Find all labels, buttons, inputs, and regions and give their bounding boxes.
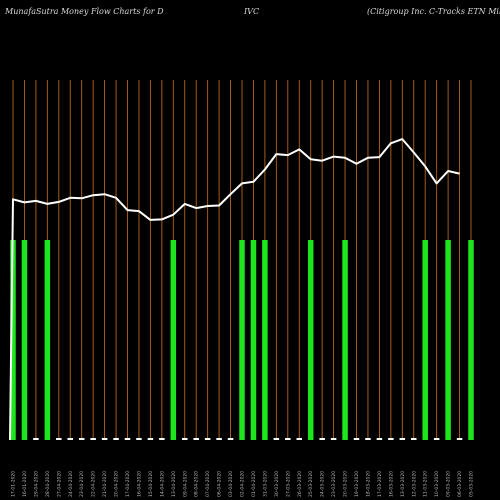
x-tick-label: 13-03-2020: [400, 471, 406, 497]
x-tick-label: 17-04-2020: [125, 471, 131, 497]
volume-bar: [159, 438, 165, 440]
volume-bar: [273, 438, 280, 440]
x-tick-label: 17-01-2020: [11, 471, 17, 497]
volume-bar: [136, 438, 142, 440]
chart-header: MunafaSutra Money Flow Charts for D IVC …: [0, 0, 500, 24]
price-line: [9, 138, 460, 441]
volume-bar: [101, 438, 108, 440]
volume-bar: [365, 438, 371, 440]
x-tick-label: 10-03-2020: [434, 471, 440, 497]
x-tick-label: 17-03-2020: [377, 471, 383, 497]
x-tick-label: 21-04-2020: [102, 471, 108, 497]
volume-bar: [44, 240, 51, 440]
volume-bar: [285, 438, 291, 440]
site-title: MunafaSutra Money Flow Charts for D: [5, 7, 164, 16]
volume-bar: [227, 438, 234, 440]
volume-bar: [10, 240, 16, 440]
volume-bar: [124, 438, 131, 440]
volume-bar: [33, 438, 39, 440]
x-tick-label: 06-04-2020: [217, 471, 223, 497]
volume-bar: [262, 240, 268, 440]
x-tick-label: 15-04-2020: [148, 471, 154, 497]
x-tick-label: 30-03-2020: [274, 471, 280, 497]
x-tick-label: 03-04-2020: [228, 471, 234, 497]
volume-bar: [411, 438, 417, 440]
x-tick-label: 13-04-2020: [171, 471, 177, 497]
volume-bar: [90, 438, 96, 440]
x-tick-label: 09-03-2020: [446, 471, 452, 497]
x-tick-label: 20-04-2020: [114, 471, 120, 497]
volume-bar: [21, 240, 28, 440]
x-tick-label: 16-04-2020: [136, 471, 142, 497]
x-tick-label: 31-03-2020: [262, 471, 268, 497]
x-tick-label: 24-04-2020: [68, 471, 74, 497]
volume-bar: [388, 438, 394, 440]
volume-bar: [445, 240, 451, 440]
x-tick-label: 01-04-2020: [251, 471, 257, 497]
x-tick-label: 27-03-2020: [285, 471, 291, 497]
x-tick-label: 06-03-2020: [457, 471, 463, 497]
x-tick-label: 11-03-2020: [423, 471, 429, 497]
volume-bar: [296, 438, 302, 440]
volume-bar: [330, 438, 337, 440]
symbol-label: IVC: [244, 7, 260, 16]
volume-bar: [250, 240, 257, 440]
volume-bar: [307, 240, 314, 440]
x-tick-label: 02-04-2020: [240, 471, 246, 497]
x-tick-label: 22-04-2020: [91, 471, 97, 497]
volume-bar: [56, 438, 62, 440]
x-tick-label: 19-03-2020: [354, 471, 360, 497]
volume-bar: [78, 438, 85, 440]
volume-bar: [113, 438, 119, 440]
volume-bar: [67, 438, 73, 440]
volume-bar: [170, 240, 177, 440]
volume-bar: [353, 438, 360, 440]
x-tick-label: 08-04-2020: [194, 471, 200, 497]
volume-bar: [239, 240, 245, 440]
x-tick-label: 07-04-2020: [205, 471, 211, 497]
volume-bar: [319, 438, 325, 440]
volume-bar: [433, 438, 440, 440]
x-tick-label: 29-04-2020: [33, 471, 39, 497]
volume-bar: [216, 438, 222, 440]
x-tick-label: 16-03-2020: [388, 471, 394, 497]
x-tick-label: 23-04-2020: [79, 471, 85, 497]
volume-bar: [193, 438, 199, 440]
volume-bar: [147, 438, 154, 440]
x-tick-label: 25-03-2020: [308, 471, 314, 497]
x-tick-label: 05-03-2020: [469, 471, 475, 497]
volume-bar: [456, 438, 463, 440]
volume-bar: [422, 240, 428, 440]
x-tick-label: 24-03-2020: [320, 471, 326, 497]
x-tick-label: 09-04-2020: [182, 471, 188, 497]
volume-bar: [182, 438, 188, 440]
x-tick-label: 28-04-2020: [45, 471, 51, 497]
volume-bar: [399, 438, 406, 440]
volume-bar: [204, 438, 211, 440]
x-tick-label: 12-03-2020: [411, 471, 417, 497]
volume-bar: [342, 240, 348, 440]
volume-bar: [376, 438, 383, 440]
x-tick-label: 20-03-2020: [343, 471, 349, 497]
x-tick-label: 26-03-2020: [297, 471, 303, 497]
x-tick-label: 27-04-2020: [56, 471, 62, 497]
x-tick-label: 23-03-2020: [331, 471, 337, 497]
x-tick-label: 14-04-2020: [159, 471, 165, 497]
company-name: (Citigroup Inc. C-Tracks ETN Mil) Mu: [367, 7, 500, 16]
x-tick-label: 16-01-2020: [22, 471, 28, 497]
x-tick-label: 18-03-2020: [365, 471, 371, 497]
volume-bar: [468, 240, 474, 440]
